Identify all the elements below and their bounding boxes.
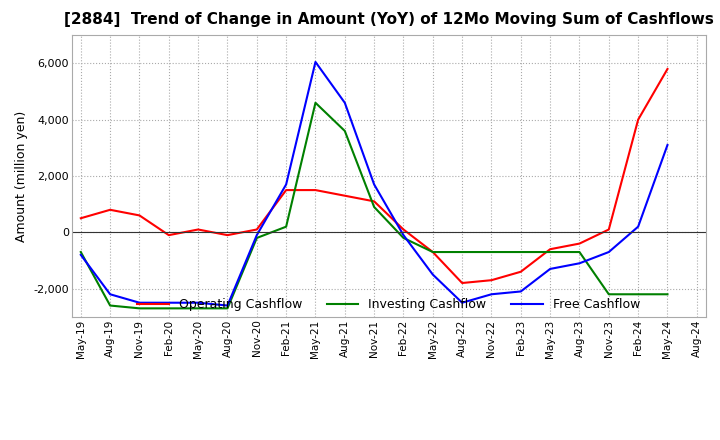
Free Cashflow [341,100,349,106]
Free Cashflow [194,300,202,305]
Free Cashflow [106,292,114,297]
Operating Cashflow [253,227,261,232]
Investing Cashflow [516,249,525,255]
Operating Cashflow [575,241,584,246]
Investing Cashflow [341,128,349,134]
Investing Cashflow [634,292,642,297]
Free Cashflow [399,232,408,238]
Line: Free Cashflow: Free Cashflow [81,62,667,305]
Free Cashflow [575,260,584,266]
Operating Cashflow [370,199,379,204]
Operating Cashflow [458,280,467,286]
Free Cashflow [135,300,144,305]
Investing Cashflow [663,292,672,297]
Investing Cashflow [399,235,408,241]
Operating Cashflow [516,269,525,275]
Investing Cashflow [194,306,202,311]
Operating Cashflow [311,187,320,193]
Free Cashflow [253,232,261,238]
Operating Cashflow [164,232,173,238]
Investing Cashflow [370,204,379,209]
Investing Cashflow [428,249,437,255]
Free Cashflow [546,266,554,271]
Investing Cashflow [282,224,290,229]
Free Cashflow [428,272,437,277]
Free Cashflow [311,59,320,65]
Investing Cashflow [164,306,173,311]
Free Cashflow [370,182,379,187]
Investing Cashflow [546,249,554,255]
Free Cashflow [223,303,232,308]
Operating Cashflow [634,117,642,122]
Investing Cashflow [487,249,496,255]
Operating Cashflow [399,227,408,232]
Operating Cashflow [605,227,613,232]
Free Cashflow [605,249,613,255]
Line: Operating Cashflow: Operating Cashflow [81,69,667,283]
Investing Cashflow [605,292,613,297]
Operating Cashflow [546,246,554,252]
Investing Cashflow [458,249,467,255]
Operating Cashflow [341,193,349,198]
Investing Cashflow [311,100,320,106]
Legend: Operating Cashflow, Investing Cashflow, Free Cashflow: Operating Cashflow, Investing Cashflow, … [132,293,645,316]
Investing Cashflow [223,306,232,311]
Operating Cashflow [194,227,202,232]
Free Cashflow [634,224,642,229]
Operating Cashflow [428,249,437,255]
Operating Cashflow [106,207,114,213]
Free Cashflow [164,300,173,305]
Operating Cashflow [135,213,144,218]
Free Cashflow [458,300,467,305]
Investing Cashflow [106,303,114,308]
Operating Cashflow [663,66,672,72]
Operating Cashflow [223,232,232,238]
Operating Cashflow [76,216,85,221]
Operating Cashflow [282,187,290,193]
Free Cashflow [487,292,496,297]
Investing Cashflow [135,306,144,311]
Operating Cashflow [487,278,496,283]
Title: [2884]  Trend of Change in Amount (YoY) of 12Mo Moving Sum of Cashflows: [2884] Trend of Change in Amount (YoY) o… [64,12,714,27]
Investing Cashflow [575,249,584,255]
Free Cashflow [76,252,85,257]
Y-axis label: Amount (million yen): Amount (million yen) [15,110,28,242]
Free Cashflow [282,182,290,187]
Investing Cashflow [76,249,85,255]
Free Cashflow [516,289,525,294]
Investing Cashflow [253,235,261,241]
Free Cashflow [663,143,672,148]
Line: Investing Cashflow: Investing Cashflow [81,103,667,308]
